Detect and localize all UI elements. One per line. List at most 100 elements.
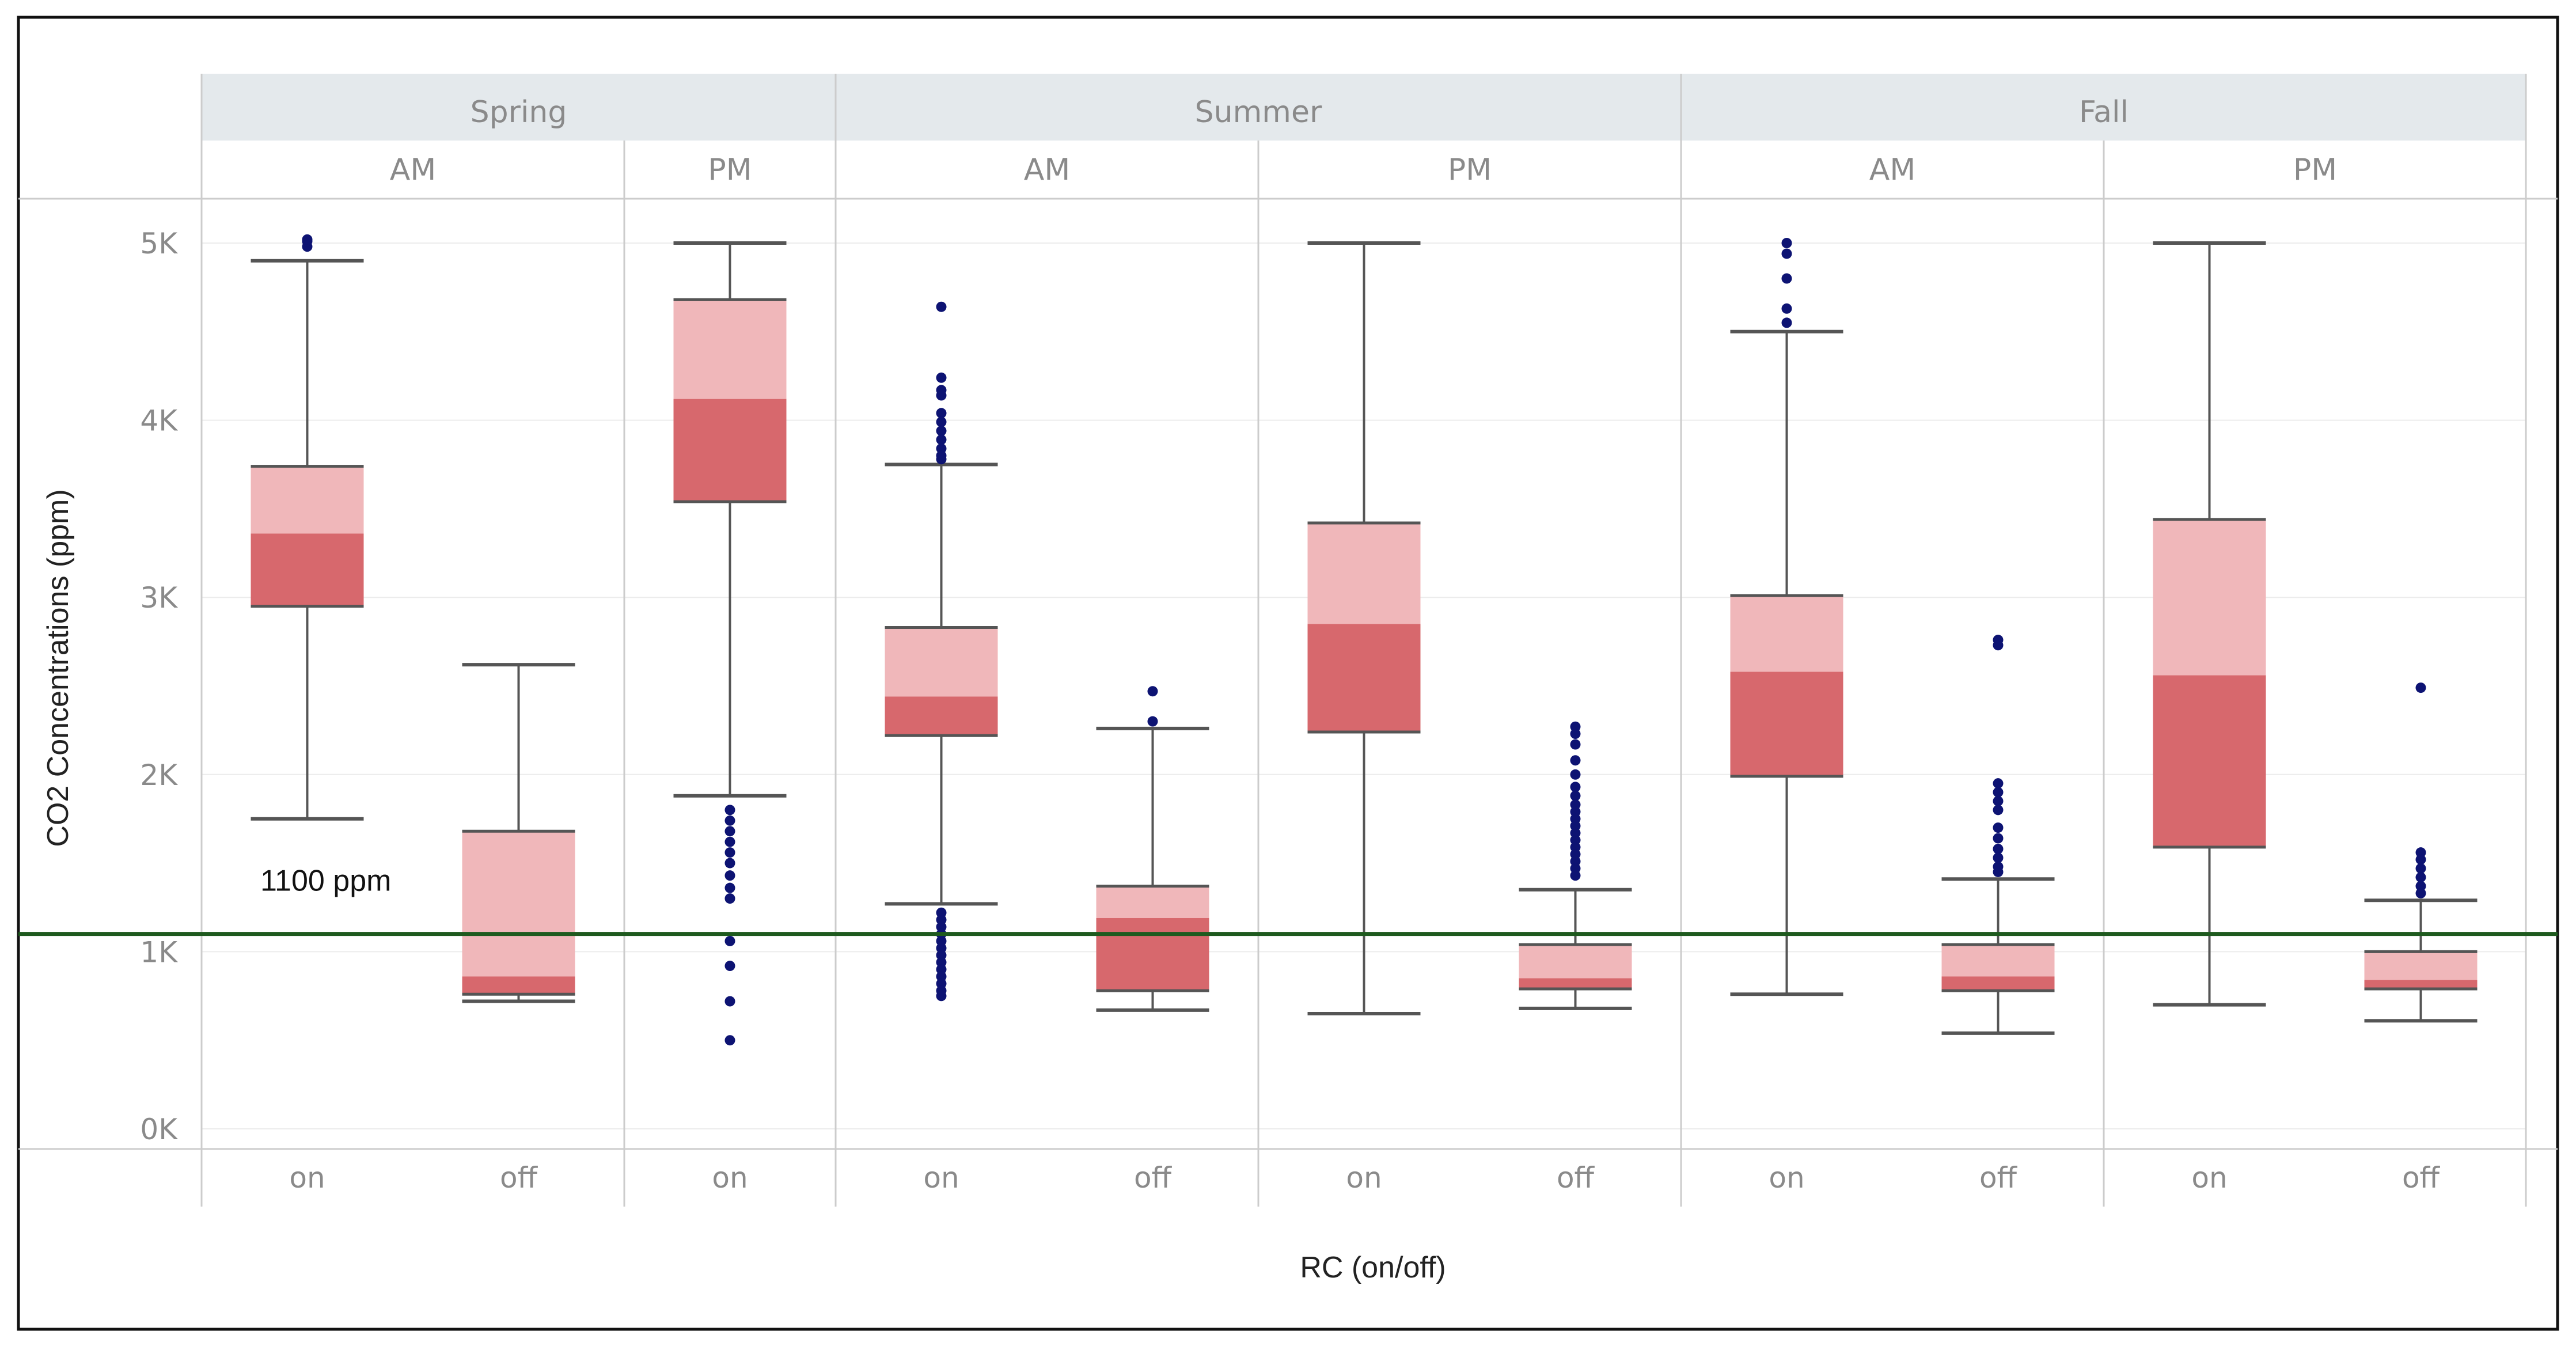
outlier-point (1993, 833, 2004, 844)
x-tick-label-on: on (2191, 1161, 2227, 1194)
season-header-band (202, 74, 2526, 141)
outlier-point (936, 971, 947, 982)
period-label: PM (708, 153, 752, 187)
outlier-point (936, 426, 947, 437)
x-tick-label-on: on (923, 1161, 959, 1194)
outlier-point (936, 434, 947, 445)
box-lower-quartile (1730, 672, 1843, 776)
outlier-point (936, 454, 947, 465)
outlier-point (1570, 729, 1581, 740)
box-upper-quartile (885, 627, 998, 697)
outlier-point (936, 408, 947, 419)
box-upper-quartile (462, 831, 575, 977)
box-group-spring-pm-on (673, 241, 787, 1046)
panel-dividers (200, 74, 2527, 1207)
outlier-point (1570, 755, 1581, 766)
outlier-point (936, 915, 947, 926)
box-lower-quartile (251, 533, 364, 606)
x-tick-label-off: off (1557, 1161, 1595, 1194)
x-tick-label-off: off (2402, 1161, 2441, 1194)
y-tick-label: 4K (140, 404, 178, 438)
box-group-fall-pm-on (2153, 241, 2266, 1007)
outlier-point (1993, 805, 2004, 816)
x-tick-label-on: on (1769, 1161, 1804, 1194)
outlier-point (724, 826, 735, 837)
box-group-summer-pm-off (1519, 721, 1632, 1010)
period-label: AM (390, 153, 436, 187)
outlier-point (724, 996, 735, 1007)
box-upper-quartile (673, 299, 787, 399)
x-axis-title: RC (on/off) (1300, 1251, 1446, 1284)
period-label: PM (1448, 153, 1492, 187)
outlier-point (936, 907, 947, 918)
outlier-point (936, 957, 947, 968)
x-tick-label-off: off (500, 1161, 538, 1194)
outlier-point (1570, 782, 1581, 792)
outlier-point (936, 372, 947, 383)
outlier-point (724, 893, 735, 904)
box-lower-quartile (2153, 675, 2266, 847)
box-lower-quartile (462, 976, 575, 995)
outlier-point (1993, 640, 2004, 651)
box-upper-quartile (2153, 519, 2266, 676)
outlier-point (724, 805, 735, 816)
box-lower-quartile (1096, 917, 1209, 991)
outlier-point (936, 964, 947, 975)
outlier-point (302, 234, 313, 245)
reference-line-label: 1100 ppm (260, 864, 391, 898)
season-label: Summer (1195, 95, 1322, 130)
outlier-point (724, 882, 735, 893)
y-tick-label: 1K (140, 935, 178, 969)
outlier-point (724, 1035, 735, 1046)
period-label: PM (2293, 153, 2337, 187)
outlier-point (936, 943, 947, 954)
box-lower-quartile (2364, 980, 2478, 989)
outlier-point (724, 836, 735, 847)
outlier-point (1993, 795, 2004, 806)
box-group-spring-am-off (462, 663, 575, 1003)
facet-headers: Spring AM PM Summer AM PM Fall AM PM (18, 74, 2558, 1150)
period-label: AM (1869, 153, 1915, 187)
y-tick-label: 2K (140, 759, 178, 792)
outlier-point (1570, 856, 1581, 867)
outlier-point (936, 991, 947, 1002)
outlier-point (1993, 852, 2004, 863)
outlier-point (1781, 303, 1792, 314)
outlier-point (1570, 835, 1581, 845)
x-tick-label-on: on (1346, 1161, 1382, 1194)
outlier-point (1570, 870, 1581, 881)
outlier-point (1570, 813, 1581, 824)
outlier-point (2415, 881, 2426, 892)
outlier-point (1570, 821, 1581, 832)
outlier-point (2415, 847, 2426, 858)
box-upper-quartile (2364, 951, 2478, 980)
outlier-point (936, 978, 947, 989)
box-lower-quartile (1307, 624, 1421, 732)
box-lower-quartile (1941, 976, 2055, 991)
outlier-point (1993, 778, 2004, 789)
box-group-summer-am-off (1096, 686, 1209, 1012)
outlier-point (1570, 790, 1581, 801)
season-label: Fall (2079, 95, 2129, 130)
box-lower-quartile (885, 696, 998, 736)
outlier-point (1781, 317, 1792, 328)
outlier-point (936, 935, 947, 946)
outlier-point (936, 416, 947, 427)
outlier-point (1781, 238, 1792, 248)
box-upper-quartile (1307, 523, 1421, 624)
box-lower-quartile (673, 399, 787, 502)
outlier-point (1147, 686, 1158, 697)
outlier-point (724, 815, 735, 826)
box-upper-quartile (251, 466, 364, 534)
y-tick-label: 0K (140, 1113, 178, 1146)
outlier-point (936, 301, 947, 312)
outlier-point (1993, 866, 2004, 877)
outlier-point (2415, 854, 2426, 865)
outlier-point (724, 935, 735, 946)
outlier-point (724, 858, 735, 869)
outlier-point (936, 443, 947, 454)
y-axis: 0K 1K 2K 3K 4K 5K (140, 227, 178, 1146)
outlier-point (1993, 822, 2004, 833)
